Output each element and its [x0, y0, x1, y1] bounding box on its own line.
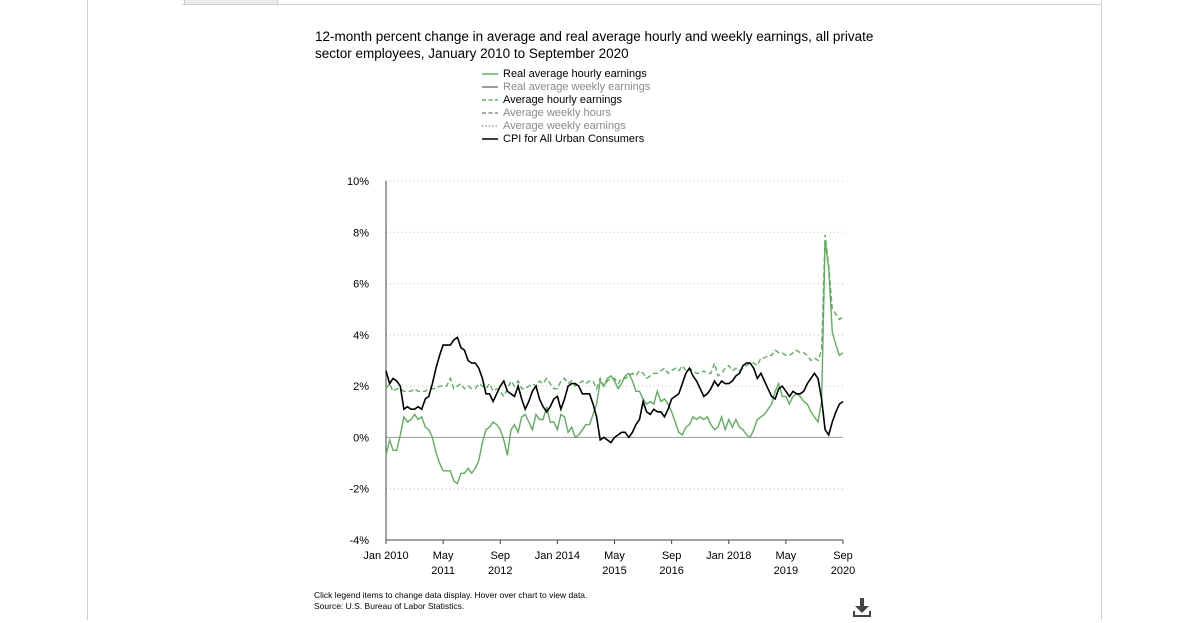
y-tick-label: -2% — [349, 484, 369, 496]
legend-item-1[interactable]: Real average weekly earnings — [482, 80, 650, 93]
legend-label: Average hourly earnings — [503, 93, 623, 106]
x-tick-label: May — [775, 550, 796, 562]
x-tick-label: May — [433, 550, 454, 562]
y-axis-tick-labels: -4% -2% 0% 2% 4% 6% 8% 10% — [347, 176, 369, 547]
legend-swatch — [482, 72, 498, 75]
y-tick-label: -4% — [349, 535, 369, 547]
chart-footnote: Click legend items to change data displa… — [314, 590, 587, 612]
legend-label: CPI for All Urban Consumers — [503, 132, 645, 145]
x-tick-label: Jan 2014 — [535, 550, 580, 562]
series-lines — [385, 234, 844, 485]
x-tick-label: Jan 2018 — [706, 550, 751, 562]
legend-item-4[interactable]: Average weekly earnings — [482, 119, 650, 132]
x-tick-label: 2016 — [659, 565, 683, 577]
series-line-5[interactable] — [385, 336, 844, 444]
legend-item-0[interactable]: Real average hourly earnings — [482, 67, 650, 80]
x-tick-label: 2015 — [602, 565, 626, 577]
chart-title: 12-month percent change in average and r… — [315, 29, 874, 61]
x-tick-label: 2019 — [774, 565, 798, 577]
chart-legend: Real average hourly earnings Real average… — [482, 67, 650, 145]
legend-item-2[interactable]: Average hourly earnings — [482, 93, 650, 106]
download-icon[interactable] — [851, 596, 873, 618]
x-tick-label: 2012 — [488, 565, 512, 577]
content-frame-right-border — [1101, 0, 1102, 620]
legend-label: Average weekly earnings — [503, 119, 626, 132]
legend-swatch — [482, 111, 498, 114]
legend-label: Real average weekly earnings — [503, 80, 651, 93]
content-frame-top-border — [182, 4, 1102, 5]
grid-lines — [385, 180, 843, 541]
legend-item-3[interactable]: Average weekly hours — [482, 106, 650, 119]
x-tick-label: Sep — [662, 550, 682, 562]
legend-swatch — [482, 137, 498, 140]
footnote-source: Source: U.S. Bureau of Labor Statistics. — [314, 601, 465, 611]
legend-label: Real average hourly earnings — [503, 67, 647, 80]
x-tick-label: Sep — [490, 550, 510, 562]
y-tick-label: 2% — [353, 381, 369, 393]
x-tick-label: 2020 — [831, 565, 855, 577]
content-frame-left-border — [87, 0, 88, 620]
y-tick-label: 0% — [353, 432, 369, 444]
y-tick-label: 4% — [353, 330, 369, 342]
x-tick-label: May — [604, 550, 625, 562]
x-tick-label: Jan 2010 — [363, 550, 408, 562]
legend-item-5[interactable]: CPI for All Urban Consumers — [482, 132, 650, 145]
legend-swatch — [482, 98, 498, 101]
x-axis-tick-labels: Jan 2010 May 2011 Sep 2012 Jan 2014 May 2015 Sep… — [363, 540, 855, 577]
y-tick-label: 10% — [347, 176, 369, 188]
x-tick-label: 2011 — [431, 565, 455, 577]
y-tick-label: 8% — [353, 227, 369, 239]
series-line-2[interactable] — [385, 234, 844, 398]
legend-swatch — [482, 124, 498, 127]
footnote-instructions: Click legend items to change data displa… — [314, 590, 588, 600]
y-tick-label: 6% — [353, 279, 369, 291]
legend-label: Average weekly hours — [503, 106, 612, 119]
chart-tab[interactable] — [184, 0, 278, 5]
legend-swatch — [482, 85, 498, 88]
x-tick-label: Sep — [833, 550, 853, 562]
series-line-0[interactable] — [385, 239, 844, 485]
